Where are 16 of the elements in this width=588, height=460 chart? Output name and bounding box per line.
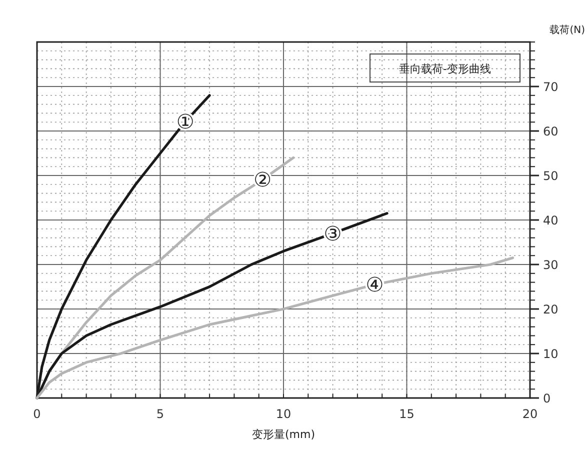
y-tick-label: 10 (543, 347, 558, 361)
x-tick-label: 0 (33, 407, 41, 421)
x-tick-label: 20 (522, 407, 538, 421)
y-tick-label: 50 (543, 169, 558, 183)
x-tick-label: 15 (399, 407, 414, 421)
y-tick-label: 40 (543, 214, 558, 228)
y-tick-label: 20 (543, 302, 558, 316)
y-tick-label: 30 (543, 258, 558, 272)
x-tick-label: 5 (156, 407, 164, 421)
y-tick-label: 60 (543, 124, 558, 138)
y-axis-title: 载荷(N) (550, 24, 586, 36)
x-tick-label: 10 (276, 407, 292, 421)
y-tick-label: 70 (543, 80, 558, 94)
x-axis-title: 变形量(mm) (252, 428, 316, 441)
y-tick-label: 0 (543, 392, 551, 406)
series-label: ④ (366, 272, 384, 297)
